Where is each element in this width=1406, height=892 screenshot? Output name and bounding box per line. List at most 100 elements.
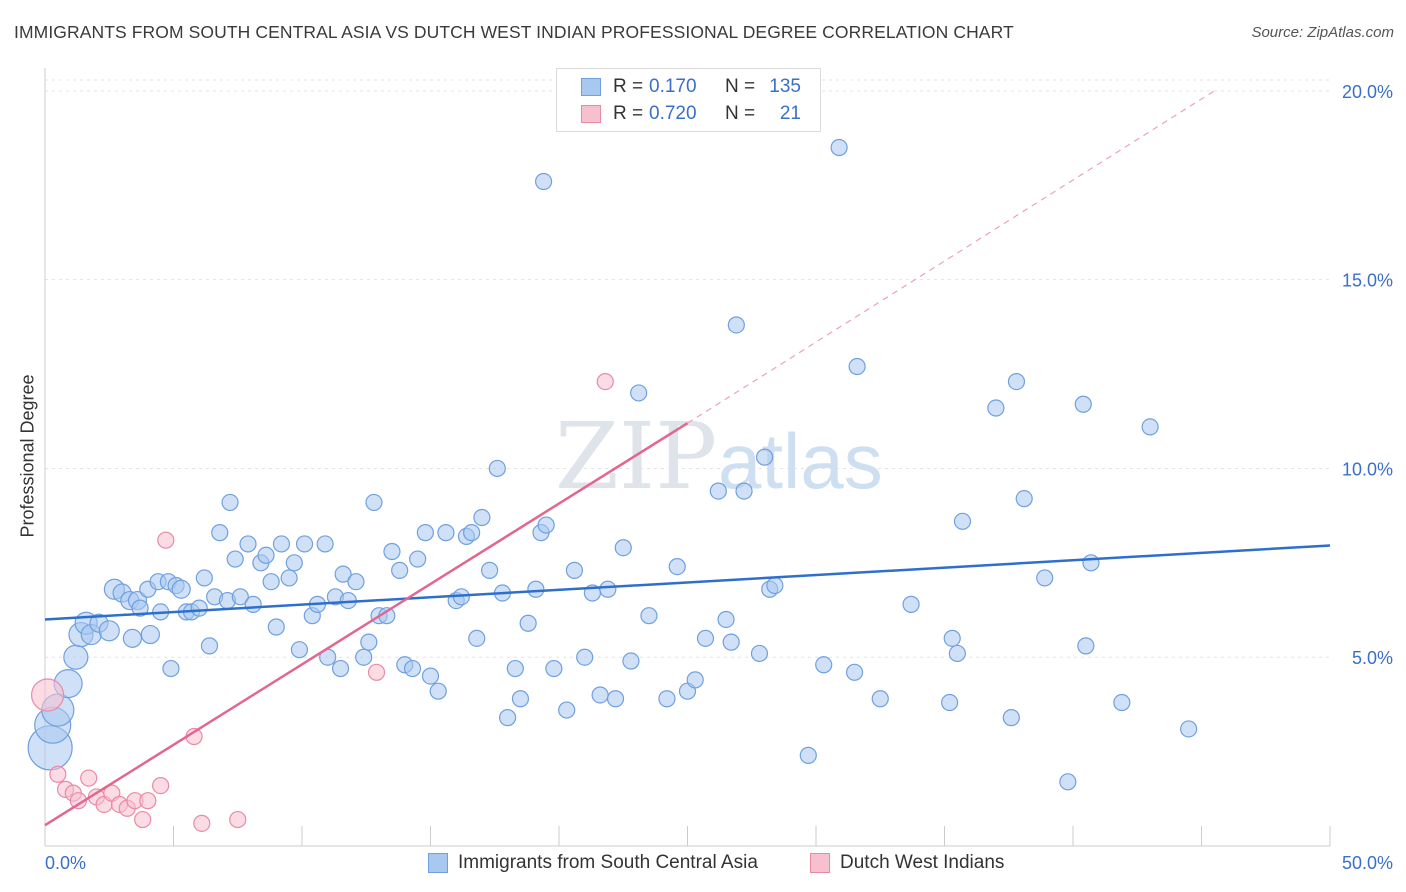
point-south-central-asia	[499, 709, 517, 727]
point-south-central-asia	[565, 561, 584, 579]
point-south-central-asia	[488, 459, 506, 478]
n-value: 135	[769, 76, 801, 97]
x-tick-label: 50.0%	[1342, 853, 1393, 873]
point-south-central-asia	[239, 535, 257, 553]
point-south-central-asia	[221, 493, 239, 512]
r-value: 0.720	[649, 103, 697, 124]
point-south-central-asia	[231, 588, 249, 606]
point-south-central-asia	[391, 561, 409, 579]
point-south-central-asia	[696, 629, 715, 647]
point-south-central-asia	[537, 516, 555, 534]
point-south-central-asia	[766, 576, 784, 595]
point-south-central-asia	[599, 580, 617, 598]
data-points	[27, 138, 1198, 832]
point-south-central-asia	[511, 690, 530, 708]
point-dutch-west-indian	[596, 373, 614, 391]
point-south-central-asia	[799, 746, 817, 764]
n-label: N =	[725, 103, 756, 124]
point-south-central-asia	[272, 535, 291, 553]
point-south-central-asia	[262, 573, 280, 591]
point-south-central-asia	[1059, 773, 1077, 791]
point-south-central-asia	[285, 554, 303, 572]
point-south-central-asia	[591, 686, 609, 704]
point-dutch-west-indian	[49, 765, 67, 783]
point-south-central-asia	[365, 493, 383, 512]
chart-title: IMMIGRANTS FROM SOUTH CENTRAL ASIA VS DU…	[14, 22, 1014, 42]
point-south-central-asia	[1082, 554, 1100, 572]
point-south-central-asia	[122, 628, 142, 648]
point-south-central-asia	[845, 663, 864, 681]
y-tick-label: 10.0%	[1342, 459, 1393, 479]
point-south-central-asia	[1074, 395, 1092, 413]
point-south-central-asia	[131, 599, 149, 617]
point-south-central-asia	[437, 524, 455, 542]
point-south-central-asia	[171, 579, 191, 599]
point-south-central-asia	[360, 633, 378, 651]
legend-swatch	[810, 853, 830, 873]
point-south-central-asia	[1141, 418, 1159, 436]
legend-row-series-1: R = 0.170 N = 135	[581, 75, 801, 99]
trend-extension-dutch-west-indian	[687, 90, 1215, 424]
legend-label: Dutch West Indians	[840, 852, 1005, 873]
point-south-central-asia	[1113, 693, 1131, 712]
point-south-central-asia	[267, 618, 285, 636]
point-south-central-asia	[815, 656, 833, 674]
point-south-central-asia	[334, 565, 352, 583]
point-south-central-asia	[473, 508, 491, 527]
n-label: N =	[725, 76, 756, 97]
point-south-central-asia	[640, 607, 658, 625]
point-south-central-asia	[200, 637, 219, 655]
point-south-central-asia	[421, 667, 440, 685]
legend-swatch	[581, 105, 601, 123]
point-south-central-asia	[614, 539, 632, 557]
point-south-central-asia	[244, 595, 262, 613]
point-south-central-asia	[830, 138, 848, 157]
point-south-central-asia	[606, 690, 625, 708]
point-south-central-asia	[943, 629, 961, 647]
point-south-central-asia	[295, 535, 314, 553]
legend-swatch	[581, 78, 601, 96]
bottom-legend-series-2: Dutch West Indians	[810, 852, 1004, 874]
point-south-central-asia	[416, 524, 434, 542]
point-south-central-asia	[226, 550, 244, 568]
point-south-central-asia	[953, 512, 972, 530]
legend-swatch	[428, 853, 448, 873]
point-south-central-asia	[735, 482, 753, 500]
point-dutch-west-indian	[139, 792, 157, 810]
point-dutch-west-indian	[157, 531, 175, 549]
point-dutch-west-indian	[229, 810, 247, 829]
n-value: 21	[779, 103, 801, 124]
point-dutch-west-indian	[152, 776, 170, 795]
point-south-central-asia	[948, 644, 966, 663]
trend-lines	[44, 90, 1331, 827]
point-south-central-asia	[1015, 490, 1033, 508]
point-south-central-asia	[331, 659, 350, 678]
r-value: 0.170	[649, 76, 697, 97]
r-label: R =	[613, 76, 644, 97]
point-south-central-asia	[630, 384, 648, 402]
point-south-central-asia	[848, 357, 866, 376]
point-south-central-asia	[622, 652, 640, 670]
point-south-central-asia	[506, 659, 524, 678]
point-dutch-west-indian	[367, 663, 386, 681]
point-south-central-asia	[717, 610, 735, 629]
trend-line-south-central-asia	[44, 544, 1331, 621]
point-dutch-west-indian	[80, 769, 98, 787]
point-south-central-asia	[709, 482, 727, 500]
point-south-central-asia	[1007, 373, 1026, 391]
point-south-central-asia	[190, 599, 208, 617]
point-south-central-asia	[722, 633, 740, 651]
point-south-central-asia	[755, 448, 774, 466]
r-label: R =	[613, 103, 644, 124]
point-south-central-asia	[140, 624, 160, 645]
point-south-central-asia	[290, 641, 309, 659]
gridlines	[45, 79, 1330, 658]
bottom-legend-series-1: Immigrants from South Central Asia	[428, 852, 758, 874]
point-south-central-asia	[545, 659, 563, 678]
point-south-central-asia	[941, 693, 959, 712]
point-south-central-asia	[316, 535, 334, 553]
point-south-central-asia	[429, 682, 447, 700]
y-axis-label: Professional Degree	[17, 374, 38, 538]
legend-label: Immigrants from South Central Asia	[458, 852, 758, 873]
